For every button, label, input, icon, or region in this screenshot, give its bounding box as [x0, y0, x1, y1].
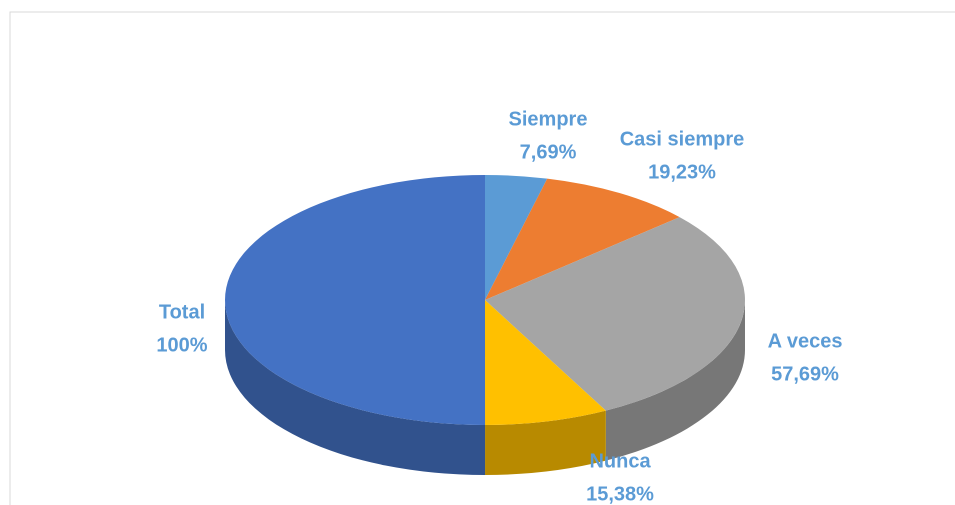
value-label: 15,38% — [586, 483, 654, 505]
value-label: 100% — [156, 334, 207, 356]
slice — [485, 300, 606, 425]
slice — [485, 178, 680, 300]
category-label: Siempre — [509, 108, 588, 130]
category-label: A veces — [768, 330, 843, 352]
frame — [9, 11, 955, 505]
slice — [485, 175, 548, 300]
slice-side — [225, 300, 486, 475]
value-label: 57,69% — [771, 363, 839, 385]
category-label: Total — [159, 301, 205, 323]
category-label: Casi siempre — [620, 128, 745, 150]
slice — [485, 217, 745, 411]
category-label: Nunca — [589, 450, 651, 472]
slice-side — [485, 410, 606, 475]
value-label: 7,69% — [520, 141, 577, 163]
slice — [225, 175, 486, 425]
slice-side — [605, 300, 745, 461]
value-label: 19,23% — [648, 161, 716, 183]
